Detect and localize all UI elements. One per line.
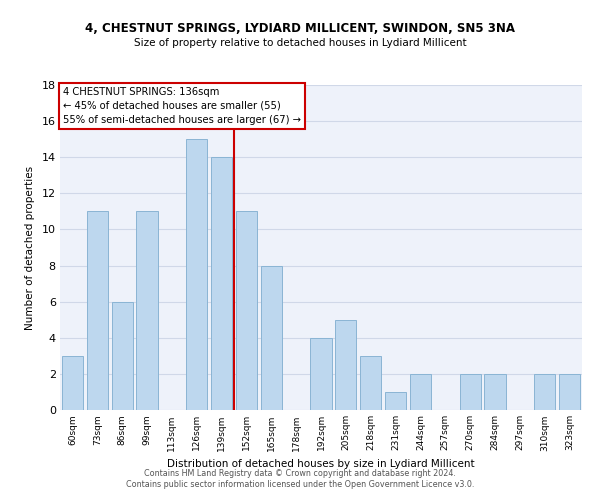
- Bar: [136, 212, 158, 410]
- Bar: [236, 212, 257, 410]
- Bar: [87, 212, 108, 410]
- Bar: [211, 157, 232, 410]
- Bar: [62, 356, 83, 410]
- Bar: [484, 374, 506, 410]
- Bar: [385, 392, 406, 410]
- Text: 4 CHESTNUT SPRINGS: 136sqm
← 45% of detached houses are smaller (55)
55% of semi: 4 CHESTNUT SPRINGS: 136sqm ← 45% of deta…: [62, 86, 301, 124]
- Bar: [310, 338, 332, 410]
- Text: Contains public sector information licensed under the Open Government Licence v3: Contains public sector information licen…: [126, 480, 474, 489]
- Bar: [410, 374, 431, 410]
- Bar: [335, 320, 356, 410]
- Bar: [261, 266, 282, 410]
- Text: 4, CHESTNUT SPRINGS, LYDIARD MILLICENT, SWINDON, SN5 3NA: 4, CHESTNUT SPRINGS, LYDIARD MILLICENT, …: [85, 22, 515, 36]
- Y-axis label: Number of detached properties: Number of detached properties: [25, 166, 35, 330]
- Bar: [186, 139, 207, 410]
- Text: Contains HM Land Registry data © Crown copyright and database right 2024.: Contains HM Land Registry data © Crown c…: [144, 468, 456, 477]
- Bar: [460, 374, 481, 410]
- Bar: [559, 374, 580, 410]
- X-axis label: Distribution of detached houses by size in Lydiard Millicent: Distribution of detached houses by size …: [167, 459, 475, 469]
- Bar: [360, 356, 381, 410]
- Bar: [112, 302, 133, 410]
- Bar: [534, 374, 555, 410]
- Text: Size of property relative to detached houses in Lydiard Millicent: Size of property relative to detached ho…: [134, 38, 466, 48]
